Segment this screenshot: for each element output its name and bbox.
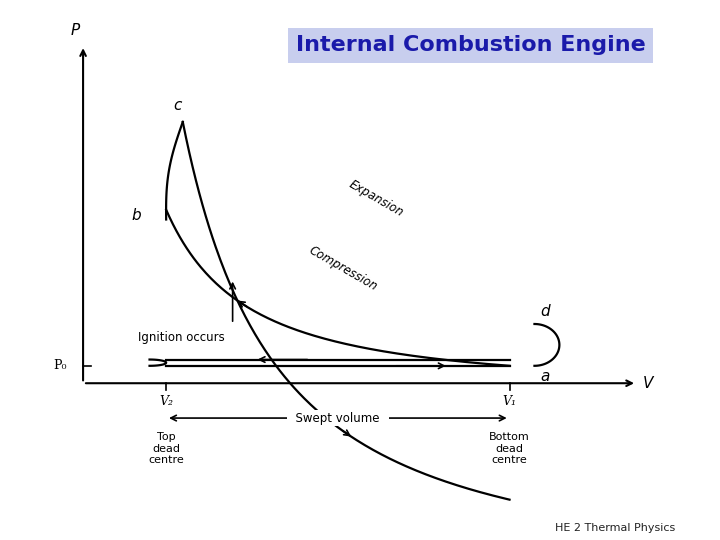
Text: V₁: V₁ xyxy=(503,395,516,408)
Text: Internal Combustion Engine: Internal Combustion Engine xyxy=(296,35,646,55)
Text: V₂: V₂ xyxy=(159,395,173,408)
Text: P₀: P₀ xyxy=(53,359,66,372)
Text: HE 2 Thermal Physics: HE 2 Thermal Physics xyxy=(555,523,675,533)
Text: Top
dead
centre: Top dead centre xyxy=(148,432,184,465)
Text: Ignition occurs: Ignition occurs xyxy=(138,331,225,344)
Text: Expansion: Expansion xyxy=(347,178,406,219)
Text: c: c xyxy=(173,98,181,113)
Text: d: d xyxy=(540,304,549,319)
Text: Swept volume: Swept volume xyxy=(288,411,387,424)
Text: P: P xyxy=(70,23,79,38)
Text: b: b xyxy=(132,208,141,224)
Text: Bottom
dead
centre: Bottom dead centre xyxy=(489,432,530,465)
Text: a: a xyxy=(540,369,549,384)
Text: V: V xyxy=(642,376,653,391)
Text: Compression: Compression xyxy=(307,244,380,293)
